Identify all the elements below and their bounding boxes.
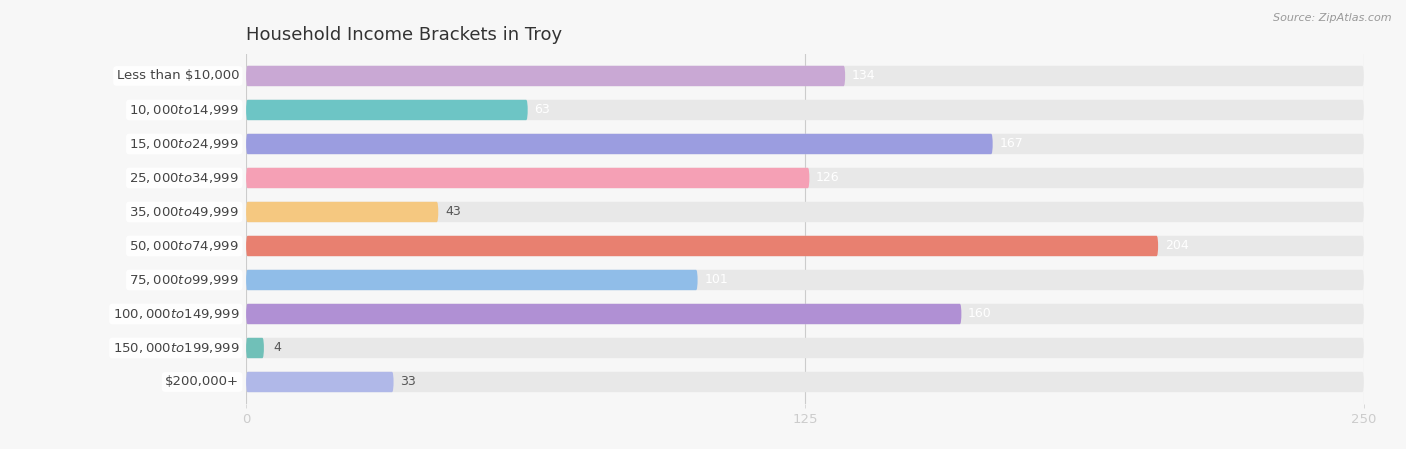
Text: $50,000 to $74,999: $50,000 to $74,999 (129, 239, 239, 253)
Text: 43: 43 (446, 206, 461, 219)
FancyBboxPatch shape (246, 338, 264, 358)
FancyBboxPatch shape (246, 100, 527, 120)
Text: 160: 160 (969, 308, 991, 321)
FancyBboxPatch shape (246, 168, 1364, 188)
FancyBboxPatch shape (246, 66, 1364, 86)
Text: 4: 4 (273, 342, 281, 355)
Text: $75,000 to $99,999: $75,000 to $99,999 (129, 273, 239, 287)
FancyBboxPatch shape (246, 66, 845, 86)
Text: 33: 33 (401, 375, 416, 388)
Text: 126: 126 (815, 172, 839, 185)
Text: $25,000 to $34,999: $25,000 to $34,999 (129, 171, 239, 185)
FancyBboxPatch shape (246, 304, 1364, 324)
FancyBboxPatch shape (246, 202, 1364, 222)
Text: 134: 134 (852, 70, 876, 83)
Text: Less than $10,000: Less than $10,000 (117, 70, 239, 83)
FancyBboxPatch shape (246, 338, 1364, 358)
Text: $200,000+: $200,000+ (165, 375, 239, 388)
Text: 63: 63 (534, 103, 550, 116)
Text: Source: ZipAtlas.com: Source: ZipAtlas.com (1274, 13, 1392, 23)
FancyBboxPatch shape (246, 372, 1364, 392)
FancyBboxPatch shape (246, 304, 962, 324)
FancyBboxPatch shape (246, 236, 1159, 256)
FancyBboxPatch shape (246, 134, 993, 154)
FancyBboxPatch shape (246, 270, 697, 290)
FancyBboxPatch shape (246, 372, 394, 392)
FancyBboxPatch shape (246, 100, 1364, 120)
Text: $15,000 to $24,999: $15,000 to $24,999 (129, 137, 239, 151)
FancyBboxPatch shape (246, 134, 1364, 154)
FancyBboxPatch shape (246, 236, 1364, 256)
FancyBboxPatch shape (246, 202, 439, 222)
Text: Household Income Brackets in Troy: Household Income Brackets in Troy (246, 26, 562, 44)
Text: 204: 204 (1164, 239, 1188, 252)
Text: $10,000 to $14,999: $10,000 to $14,999 (129, 103, 239, 117)
FancyBboxPatch shape (246, 270, 1364, 290)
Text: $35,000 to $49,999: $35,000 to $49,999 (129, 205, 239, 219)
FancyBboxPatch shape (246, 168, 810, 188)
Text: 101: 101 (704, 273, 728, 286)
Text: 167: 167 (1000, 137, 1024, 150)
Text: $100,000 to $149,999: $100,000 to $149,999 (112, 307, 239, 321)
Text: $150,000 to $199,999: $150,000 to $199,999 (112, 341, 239, 355)
